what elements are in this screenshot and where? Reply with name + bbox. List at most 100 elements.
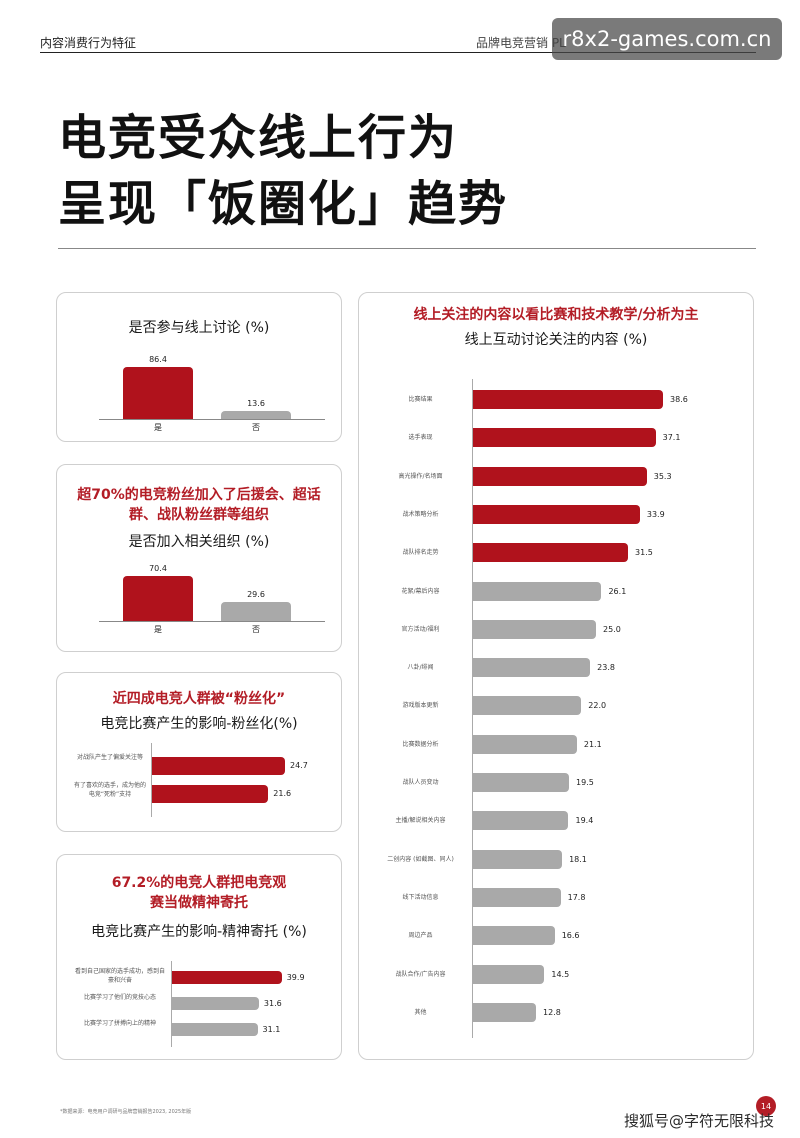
value-label-7: 25.0 bbox=[603, 624, 621, 634]
value-label-2: 29.6 bbox=[247, 590, 265, 600]
value-label-1: 86.4 bbox=[149, 355, 167, 365]
value-label-2: 13.6 bbox=[247, 398, 265, 408]
category-label-3: 比赛学习了拼搏向上的精神 bbox=[83, 1020, 156, 1027]
footnote: *数据来源：电竞用户调研与品牌营销报告2023, 2025年版 bbox=[60, 1109, 192, 1115]
chart-axis bbox=[472, 379, 473, 1039]
bar-2 bbox=[152, 785, 269, 803]
bar-6 bbox=[473, 581, 602, 601]
value-label-1: 39.9 bbox=[286, 972, 305, 982]
bar-1 bbox=[172, 971, 282, 984]
category-label-2: 比赛学习了他们的竞技心态 bbox=[83, 994, 156, 1001]
bar-5 bbox=[473, 543, 629, 563]
card-fandom: 近四成电竞人群被“粉丝化” 电竞比赛产生的影响-粉丝化(%) 对战队产生了偏爱关… bbox=[56, 672, 342, 832]
page-title-line1: 电竞受众线上行为 bbox=[58, 110, 459, 166]
category-label-3: 高光操作/名场面 bbox=[398, 472, 443, 480]
section-label: 内容消费行为特征 bbox=[40, 36, 137, 50]
bar-15 bbox=[473, 926, 555, 946]
card4-subtitle: 电竞比赛产生的影响-精神寄托 (%) bbox=[91, 924, 307, 940]
bar-12 bbox=[473, 811, 569, 831]
card5-chart: 比赛结果 38.6 选手表现 37.1 高光操作/名场面 35.3 战术策略分析 33.9 战队… bbox=[359, 293, 753, 1059]
value-label-16: 14.5 bbox=[551, 969, 570, 979]
bar-10 bbox=[473, 734, 577, 754]
card4-chart: 看到自己国家的选手成功，感到自豪和兴奋 39.9 比赛学习了他们的竞技心态 31.6 比… bbox=[57, 855, 341, 1059]
category-label-2: 否 bbox=[252, 423, 260, 432]
bar-1 bbox=[152, 757, 285, 775]
card3-chart: 对战队产生了偏爱关注等 24.7 有了喜欢的选手，成为他的电竞“死粉”支持 21.6 bbox=[57, 673, 341, 831]
category-label-1: 是 bbox=[154, 625, 162, 634]
page-number: 14 bbox=[756, 1096, 776, 1116]
category-label-1: 比赛结果 bbox=[408, 396, 433, 403]
bar-1 bbox=[123, 367, 193, 419]
category-label-13: 二创内容 (如截图、同人) bbox=[387, 855, 454, 863]
value-label-13: 18.1 bbox=[569, 854, 587, 864]
category-label-2: 否 bbox=[252, 625, 260, 634]
value-label-1: 70.4 bbox=[149, 563, 167, 573]
category-label-12: 主播/解说相关内容 bbox=[395, 817, 446, 825]
value-label-15: 16.6 bbox=[561, 931, 580, 941]
category-label-2: 有了喜欢的选手，成为他的电竞“死粉”支持 bbox=[73, 782, 146, 798]
bar-2 bbox=[172, 997, 259, 1010]
value-label-5: 31.5 bbox=[635, 548, 653, 558]
bar-16 bbox=[473, 964, 545, 984]
card-join-organization: 超70%的电竞粉丝加入了后援会、超话群、战队粉丝群等组织 是否加入相关组织 (%… bbox=[56, 464, 342, 652]
card3-subtitle: 电竞比赛产生的影响-粉丝化(%) bbox=[100, 716, 298, 732]
chart-axis bbox=[151, 743, 152, 817]
bar-13 bbox=[473, 849, 563, 869]
bar-4 bbox=[473, 504, 640, 524]
category-label-16: 战队合作/广告内容 bbox=[395, 970, 446, 978]
card-spiritual: 67.2%的电竞人群把电竞观赛当做精神寄托 电竞比赛产生的影响-精神寄托 (%)… bbox=[56, 854, 342, 1060]
bar-17 bbox=[473, 1002, 536, 1022]
chart-axis bbox=[171, 961, 172, 1047]
card3-headline: 近四成电竞人群被“粉丝化” bbox=[112, 691, 286, 707]
chart-baseline bbox=[99, 419, 325, 420]
page-title-line2: 呈现「饭圈化」趋势 bbox=[58, 176, 509, 232]
value-label-10: 21.1 bbox=[583, 739, 602, 749]
bar-1 bbox=[123, 575, 193, 621]
category-label-7: 官方活动/福利 bbox=[401, 625, 440, 633]
value-label-14: 17.8 bbox=[567, 892, 586, 902]
value-label-1: 38.6 bbox=[670, 395, 688, 404]
card2-chart: 70.4 是 29.6 否 bbox=[57, 465, 341, 651]
category-label-10: 比赛数据分析 bbox=[402, 740, 439, 748]
bar-3 bbox=[473, 466, 647, 486]
category-label-15: 周边产品 bbox=[408, 932, 433, 940]
bar-2 bbox=[221, 602, 291, 621]
bar-2 bbox=[221, 410, 291, 419]
bar-1 bbox=[473, 390, 663, 409]
category-label-4: 战术策略分析 bbox=[402, 510, 439, 518]
category-label-6: 花絮/幕后内容 bbox=[401, 587, 440, 595]
category-label-2: 选手表现 bbox=[408, 434, 433, 442]
title-divider bbox=[58, 248, 756, 249]
category-label-5: 战队排名走势 bbox=[402, 549, 439, 557]
value-label-3: 35.3 bbox=[653, 471, 672, 481]
card5-headline: 线上关注的内容以看比赛和技术教学/分析为主 bbox=[413, 307, 699, 323]
card5-subtitle: 线上互动讨论关注的内容 (%) bbox=[464, 332, 648, 348]
bar-2 bbox=[473, 428, 656, 448]
card4-headline: 67.2%的电竞人群把电竞观赛当做精神寄托 bbox=[111, 875, 287, 911]
header-divider bbox=[40, 52, 756, 53]
value-label-2: 31.6 bbox=[263, 998, 282, 1008]
card2-subtitle: 是否加入相关组织 (%) bbox=[128, 534, 270, 550]
value-label-1: 24.7 bbox=[290, 761, 308, 770]
watermark: r8x2-games.com.cn bbox=[552, 18, 782, 60]
value-label-6: 26.1 bbox=[608, 586, 627, 596]
value-label-2: 21.6 bbox=[273, 789, 292, 798]
category-label-1: 是 bbox=[154, 423, 162, 432]
category-label-9: 游戏版本更新 bbox=[402, 702, 439, 710]
source-credit: 搜狐号@字符无限科技 bbox=[624, 1112, 775, 1130]
bar-14 bbox=[473, 887, 561, 907]
card1-subtitle: 是否参与线上讨论 (%) bbox=[128, 320, 270, 336]
category-label-11: 战队人员变动 bbox=[402, 779, 439, 786]
bar-7 bbox=[473, 619, 597, 639]
value-label-11: 19.5 bbox=[575, 778, 594, 787]
category-label-17: 其他 bbox=[414, 1008, 427, 1016]
card2-headline: 超70%的电竞粉丝加入了后援会、超话群、战队粉丝群等组织 bbox=[77, 487, 321, 523]
value-label-4: 33.9 bbox=[646, 509, 665, 519]
bar-11 bbox=[473, 773, 569, 792]
value-label-12: 19.4 bbox=[575, 816, 594, 826]
card1-chart: 86.4 是 13.6 否 bbox=[57, 293, 341, 441]
bar-3 bbox=[172, 1023, 258, 1036]
category-label-8: 八卦/绯闻 bbox=[407, 664, 434, 672]
card-online-discussion: 是否参与线上讨论 (%) 86.4 是 13.6 否 bbox=[56, 292, 342, 442]
chart-baseline bbox=[99, 621, 325, 622]
